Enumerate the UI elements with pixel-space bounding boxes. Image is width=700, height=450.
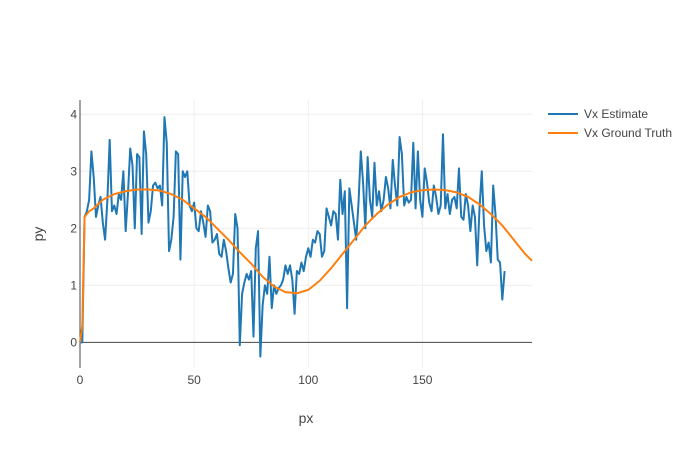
y-tick-label: 0 bbox=[70, 335, 77, 349]
x-tick-label: 100 bbox=[298, 373, 318, 387]
y-axis-title: py bbox=[30, 227, 46, 242]
x-tick-label: 150 bbox=[412, 373, 432, 387]
series-line-vx-ground-truth bbox=[79, 188, 533, 343]
legend-label-vx-ground-truth: Vx Ground Truth bbox=[584, 126, 672, 140]
series-lines bbox=[79, 116, 533, 358]
legend: Vx Estimate Vx Ground Truth bbox=[548, 107, 672, 140]
x-axis-title: px bbox=[299, 410, 314, 426]
y-tick-label: 2 bbox=[70, 221, 77, 235]
y-axis-ticks: 0 1 2 3 4 bbox=[70, 107, 77, 349]
x-tick-label: 50 bbox=[187, 373, 201, 387]
y-tick-label: 3 bbox=[70, 164, 77, 178]
legend-label-vx-estimate: Vx Estimate bbox=[584, 107, 648, 121]
series-line-vx-estimate bbox=[80, 116, 506, 358]
y-tick-label: 4 bbox=[70, 107, 77, 121]
grid-lines bbox=[80, 100, 532, 368]
x-axis-ticks: 0 50 100 150 bbox=[77, 373, 433, 387]
y-tick-label: 1 bbox=[70, 278, 77, 292]
x-tick-label: 0 bbox=[77, 373, 84, 387]
